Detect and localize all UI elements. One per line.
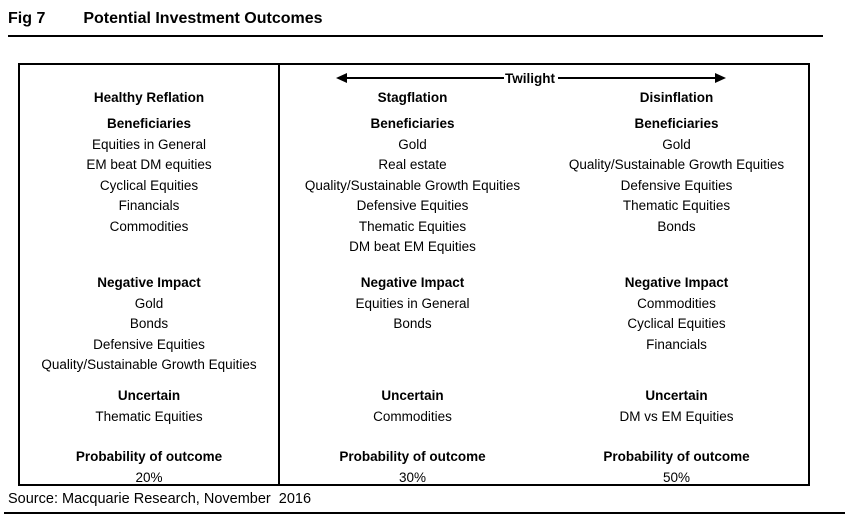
list-item: Gold: [134, 295, 164, 311]
list-item: DM vs EM Equities: [619, 408, 734, 424]
column-stagflation: Stagflation Beneficiaries Gold Real estat…: [280, 65, 545, 485]
list-item: Thematic Equities: [622, 198, 731, 213]
column-header: Disinflation: [639, 90, 714, 105]
probability-value: 50%: [662, 469, 691, 485]
twilight-arrow: Twilight: [336, 71, 726, 85]
section-negative-impact: Negative Impact Equities in General Bonds: [280, 273, 545, 335]
beneficiaries-list: Equities in General EM beat DM equities Cy…: [20, 135, 278, 238]
section-beneficiaries: Beneficiaries Gold Real estate Quality/Sus…: [280, 114, 545, 258]
list-item: Bonds: [129, 316, 169, 331]
section-negative-impact: Negative Impact Gold Bonds Defensive Equit…: [20, 273, 278, 376]
table-columns: Healthy Reflation Beneficiaries Equities…: [20, 65, 808, 485]
probability-value: 30%: [398, 469, 427, 485]
list-item: Thematic Equities: [95, 408, 203, 424]
uncertain-list: Commodities: [280, 407, 545, 428]
section-negative-impact: Negative Impact Commodities Cyclical Equi…: [545, 273, 808, 355]
list-item: Real estate: [378, 157, 447, 172]
list-item: Gold: [398, 136, 427, 152]
list-item: Equities in General: [91, 136, 207, 152]
list-item: Cyclical Equities: [627, 316, 726, 331]
uncertain-list: Thematic Equities: [20, 407, 278, 428]
column-healthy-reflation: Healthy Reflation Beneficiaries Equities…: [20, 65, 280, 485]
arrow-left-icon: [336, 73, 347, 83]
section-probability: Probability of outcome 50%: [545, 447, 808, 488]
list-item: DM beat EM Equities: [349, 239, 476, 254]
figure-title-text: Potential Investment Outcomes: [83, 10, 323, 27]
section-label: Beneficiaries: [370, 116, 455, 131]
section-uncertain: Uncertain DM vs EM Equities: [545, 386, 808, 427]
negative-impact-list: Commodities Cyclical Equities Financials: [545, 294, 808, 356]
section-label: Probability of outcome: [339, 449, 486, 464]
list-item: Commodities: [109, 218, 189, 234]
page: Fig 7 Potential Investment Outcomes Twili…: [0, 0, 863, 514]
section-label: Uncertain: [381, 388, 444, 403]
list-item: Commodities: [373, 408, 452, 424]
list-item: Bonds: [657, 218, 696, 234]
section-label: Beneficiaries: [106, 116, 192, 131]
source-line: Source: Macquarie Research, November 201…: [8, 491, 312, 507]
list-item: Bonds: [393, 316, 432, 331]
section-label: Negative Impact: [97, 275, 201, 290]
title-rule: [8, 35, 823, 37]
list-item: Gold: [662, 136, 691, 152]
list-item: EM beat DM equities: [86, 157, 212, 172]
arrow-line-right: [558, 77, 715, 79]
column-disinflation: Disinflation Beneficiaries Gold Quality/S…: [545, 65, 808, 485]
negative-impact-list: Equities in General Bonds: [280, 294, 545, 335]
list-item: Defensive Equities: [93, 336, 205, 352]
list-item: Financials: [118, 198, 180, 213]
probability-value: 20%: [135, 469, 163, 485]
list-item: Defensive Equities: [620, 177, 733, 193]
list-item: Quality/Sustainable Growth Equities: [41, 357, 257, 372]
column-header: Healthy Reflation: [93, 90, 205, 105]
list-item: Equities in General: [355, 295, 470, 311]
section-label: Negative Impact: [624, 275, 729, 290]
section-uncertain: Uncertain Thematic Equities: [20, 386, 278, 427]
figure-title: Fig 7 Potential Investment Outcomes: [0, 0, 863, 28]
section-label: Probability of outcome: [603, 449, 750, 464]
negative-impact-list: Gold Bonds Defensive Equities Quality/Susta…: [20, 294, 278, 376]
arrow-right-icon: [715, 73, 726, 83]
figure-number: Fig 7: [8, 10, 46, 27]
beneficiaries-list: Gold Quality/Sustainable Growth Equities D…: [545, 135, 808, 238]
section-probability: Probability of outcome 20%: [20, 447, 278, 488]
section-beneficiaries: Beneficiaries Gold Quality/Sustainable Gr…: [545, 114, 808, 237]
list-item: Financials: [646, 336, 707, 352]
outcomes-table: Twilight Healthy Reflation Beneficiaries…: [18, 63, 810, 486]
section-beneficiaries: Beneficiaries Equities in General EM beat…: [20, 114, 278, 237]
uncertain-list: DM vs EM Equities: [545, 407, 808, 428]
arrow-line-left: [347, 77, 504, 79]
section-probability: Probability of outcome 30%: [280, 447, 545, 488]
section-label: Uncertain: [645, 388, 708, 403]
bottom-rule: [4, 512, 845, 514]
section-label: Beneficiaries: [634, 116, 719, 131]
section-label: Probability of outcome: [75, 449, 223, 464]
list-item: Quality/Sustainable Growth Equities: [568, 157, 785, 172]
twilight-label: Twilight: [505, 70, 555, 86]
beneficiaries-list: Gold Real estate Quality/Sustainable Growt…: [280, 135, 545, 258]
list-item: Quality/Sustainable Growth Equities: [304, 177, 521, 193]
section-uncertain: Uncertain Commodities: [280, 386, 545, 427]
list-item: Thematic Equities: [358, 218, 467, 234]
list-item: Cyclical Equities: [99, 177, 199, 193]
section-label: Uncertain: [117, 388, 181, 403]
column-header: Stagflation: [377, 90, 448, 105]
list-item: Commodities: [637, 295, 716, 311]
list-item: Defensive Equities: [356, 198, 469, 213]
section-label: Negative Impact: [360, 275, 465, 290]
